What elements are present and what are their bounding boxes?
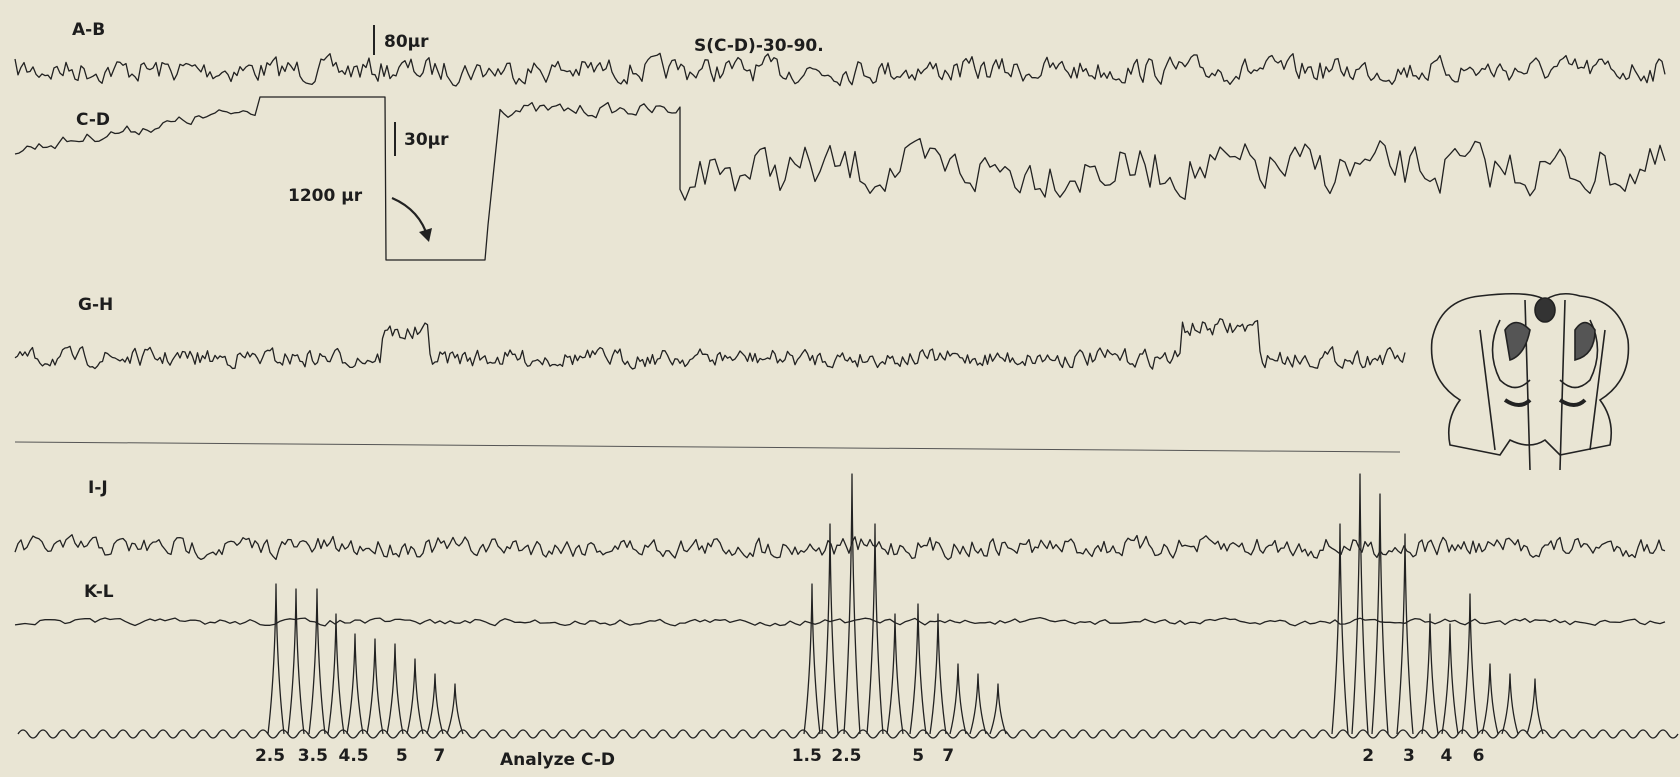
frequency-label: 2.5 — [255, 746, 285, 766]
frequency-label: 5 — [912, 746, 924, 766]
frequency-label: 2.5 — [831, 746, 861, 766]
frequency-label: 2 — [1362, 746, 1374, 766]
analyzer-peak — [327, 613, 345, 735]
analyzer-baseline — [17, 729, 1679, 739]
analyzer-peak — [386, 643, 404, 735]
analyzer-peak — [989, 683, 1007, 735]
frequency-label: 4.5 — [339, 746, 369, 766]
calibration-label: 80µr — [384, 32, 429, 52]
analyzer-peak — [866, 523, 884, 735]
eeg-trace — [14, 318, 1406, 370]
analyzer-peak — [909, 603, 927, 735]
stimulus-label: S(C-D)-30-90. — [694, 36, 824, 56]
analyzer-peak — [346, 633, 364, 735]
calibration-label: 30µr — [404, 130, 449, 150]
analyzer-peak — [1526, 678, 1544, 735]
analyzer-peak — [1351, 473, 1369, 735]
analyzer-peak — [308, 588, 326, 735]
analyzer-peak — [821, 523, 839, 735]
frequency-label: 7 — [942, 746, 954, 766]
analyzer-peak — [426, 673, 444, 735]
channel-label: K-L — [84, 582, 114, 602]
frequency-label: 3.5 — [298, 746, 328, 766]
brain-diagram — [1430, 292, 1630, 471]
baseline-trace — [14, 441, 1401, 453]
eeg-trace — [14, 534, 1666, 561]
analyzer-peak — [969, 673, 987, 735]
analyzer-peak — [1421, 613, 1439, 735]
analyzer-peak — [366, 638, 384, 735]
analyzer-peak — [1396, 533, 1414, 735]
analyzer-peak — [287, 588, 305, 735]
eeg-trace — [14, 52, 1666, 87]
analyzer-peak — [1461, 593, 1479, 735]
analyzer-peak — [1331, 523, 1349, 735]
calibration-label: 1200 µr — [288, 186, 363, 206]
analyzer-peak — [1501, 673, 1519, 735]
analyzer-peak — [949, 663, 967, 735]
channel-label: I-J — [88, 478, 108, 498]
frequency-label: 6 — [1473, 746, 1485, 766]
analyzer-peak — [267, 583, 285, 735]
channel-label: C-D — [76, 110, 110, 130]
analyzer-peak — [406, 658, 424, 735]
arrow-head — [419, 228, 432, 242]
eeg-trace — [14, 96, 1666, 261]
analyzer-peak — [929, 613, 947, 735]
eeg-trace — [14, 616, 1666, 627]
frequency-label: 3 — [1403, 746, 1415, 766]
analyzer-peak — [843, 473, 861, 735]
analyzer-label: Analyze C-D — [500, 750, 615, 770]
analyzer-peak — [886, 613, 904, 735]
analyzer-peak — [1441, 623, 1459, 735]
frequency-label: 5 — [396, 746, 408, 766]
analyzer-peak — [446, 683, 464, 735]
analyzer-peak — [1481, 663, 1499, 735]
channel-label: A-B — [72, 20, 105, 40]
analyzer-peak — [1371, 493, 1389, 735]
frequency-label: 4 — [1441, 746, 1453, 766]
channel-label: G-H — [78, 295, 113, 315]
analyzer-peak — [803, 583, 821, 735]
frequency-label: 7 — [433, 746, 445, 766]
frequency-label: 1.5 — [792, 746, 822, 766]
